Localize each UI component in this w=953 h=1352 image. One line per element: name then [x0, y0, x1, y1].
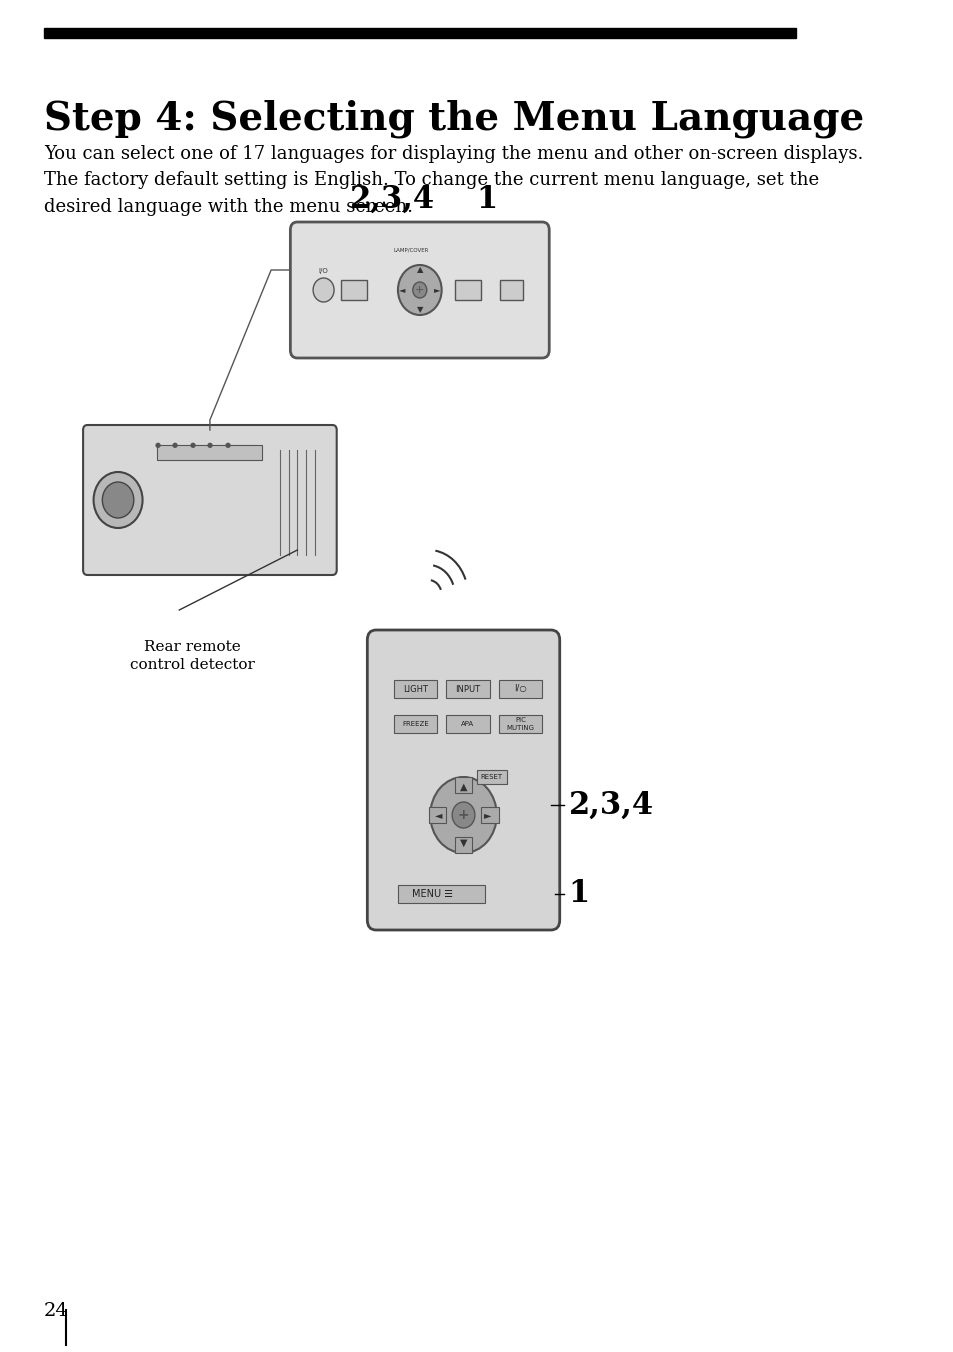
Text: MENU ☰: MENU ☰	[412, 890, 453, 899]
Bar	[499, 280, 522, 300]
Text: ●: ●	[224, 442, 231, 448]
Text: ◄: ◄	[435, 810, 442, 821]
Text: INPUT: INPUT	[343, 287, 364, 293]
Text: You can select one of 17 languages for displaying the menu and other on-screen d: You can select one of 17 languages for d…	[44, 145, 862, 216]
Text: ●: ●	[154, 442, 160, 448]
Text: MENU: MENU	[457, 287, 477, 293]
FancyBboxPatch shape	[290, 222, 549, 358]
Bar	[498, 715, 541, 733]
Circle shape	[102, 483, 133, 518]
Bar	[455, 280, 480, 300]
Text: I/○: I/○	[514, 684, 526, 694]
Text: ▲: ▲	[459, 781, 467, 792]
Bar	[446, 715, 489, 733]
Text: PIC
MUTING: PIC MUTING	[500, 285, 522, 295]
Text: 1: 1	[568, 879, 589, 910]
Circle shape	[313, 279, 334, 301]
Circle shape	[397, 265, 441, 315]
Text: Step 4: Selecting the Menu Language: Step 4: Selecting the Menu Language	[44, 100, 863, 138]
Text: 1: 1	[476, 184, 497, 215]
Text: +: +	[415, 285, 424, 295]
Bar	[455, 777, 472, 794]
Text: LIGHT: LIGHT	[402, 684, 428, 694]
Text: ►: ►	[484, 810, 491, 821]
Text: ●: ●	[189, 442, 195, 448]
Text: LAMP/COVER: LAMP/COVER	[393, 247, 428, 253]
Text: ▲: ▲	[416, 265, 422, 274]
Text: FREEZE: FREEZE	[401, 721, 428, 727]
Text: ◄: ◄	[398, 285, 405, 295]
Bar	[446, 680, 489, 698]
Bar	[498, 680, 541, 698]
Text: ▼: ▼	[459, 838, 467, 848]
Circle shape	[430, 777, 497, 853]
Bar	[44, 28, 795, 38]
Text: 2,3,4: 2,3,4	[568, 790, 653, 821]
Text: +: +	[457, 808, 469, 822]
Text: RESET: RESET	[480, 773, 502, 780]
Text: 2,3,4: 2,3,4	[350, 184, 435, 215]
Bar	[394, 680, 436, 698]
Text: APA: APA	[461, 721, 474, 727]
Bar	[397, 886, 485, 903]
Bar	[428, 807, 446, 823]
Text: Rear remote
control detector: Rear remote control detector	[130, 639, 254, 672]
Bar	[455, 837, 472, 853]
Bar	[341, 280, 367, 300]
Text: I/O: I/O	[318, 268, 328, 274]
Bar	[157, 445, 262, 460]
Text: INPUT: INPUT	[455, 684, 480, 694]
Circle shape	[452, 802, 475, 827]
Bar	[394, 715, 436, 733]
Circle shape	[93, 472, 142, 529]
Text: 24: 24	[44, 1302, 69, 1320]
Text: PIC
MUTING: PIC MUTING	[506, 718, 534, 730]
Text: ▼: ▼	[416, 306, 422, 315]
Bar	[480, 807, 498, 823]
FancyBboxPatch shape	[83, 425, 336, 575]
Text: ●: ●	[207, 442, 213, 448]
FancyBboxPatch shape	[367, 630, 559, 930]
Text: ►: ►	[434, 285, 440, 295]
Bar	[476, 771, 507, 784]
Circle shape	[413, 283, 426, 297]
Text: ●: ●	[172, 442, 178, 448]
